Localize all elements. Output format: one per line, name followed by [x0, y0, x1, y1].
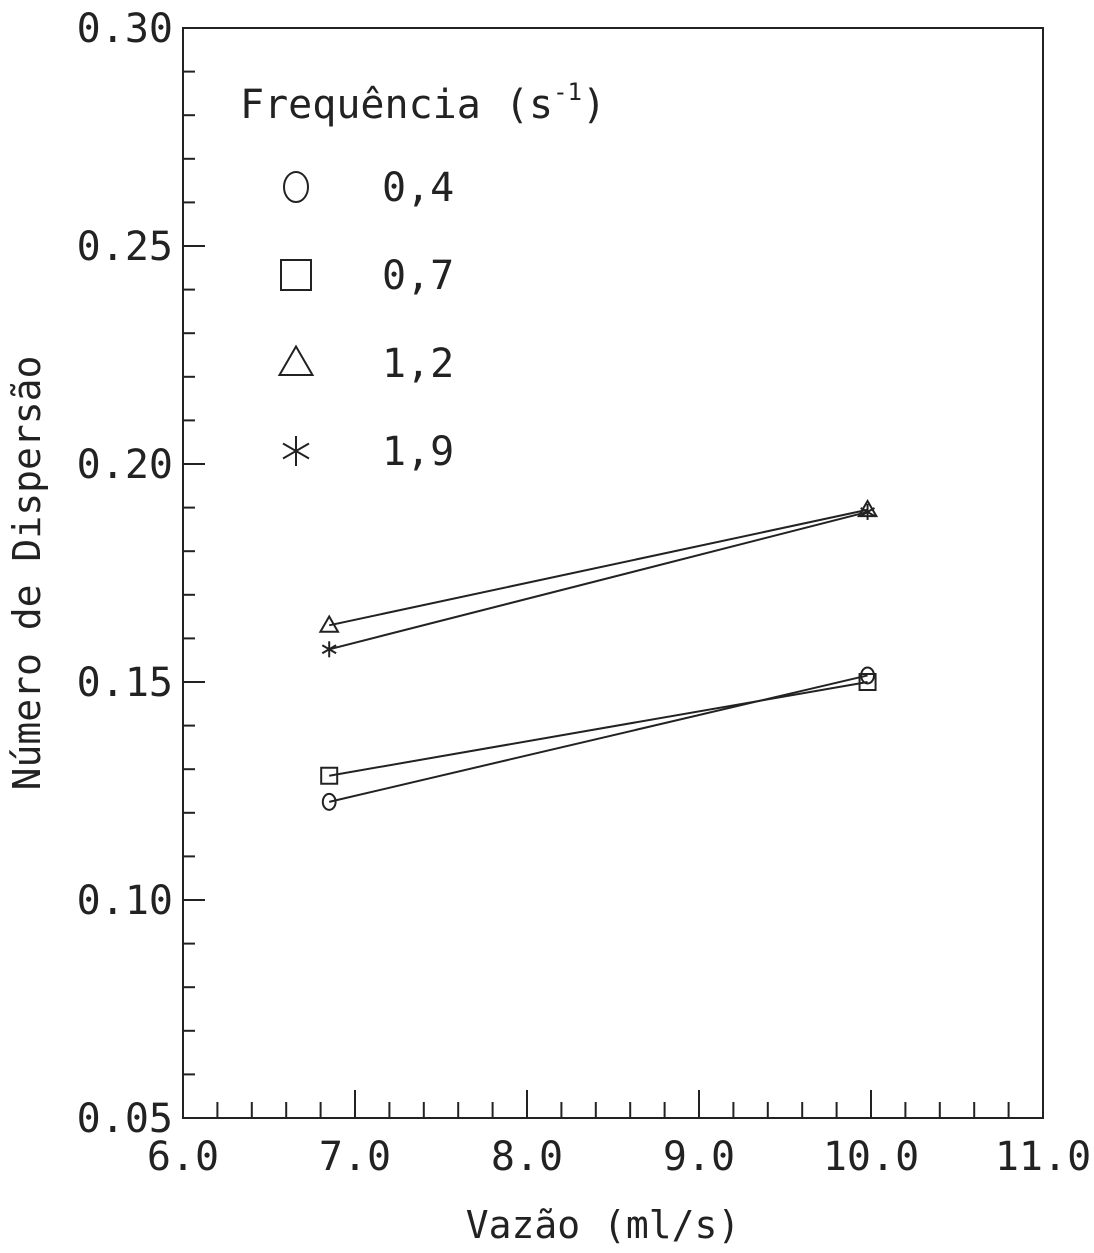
plot-frame: [182, 27, 1044, 1119]
series-circle: [321, 666, 875, 811]
point-marker: [282, 436, 310, 466]
point-marker: [860, 666, 875, 685]
x-tick-label: 11.0: [995, 1134, 1091, 1180]
x-axis-ticks: 6.0 7.0 8.0 9.0 10.0 11.0: [147, 1090, 1091, 1180]
legend-item: 0,4: [283, 165, 454, 211]
series-line: [328, 510, 868, 651]
point-marker: [320, 766, 339, 785]
legend-title-superscript: -1: [553, 78, 582, 106]
series-triangle: [318, 498, 879, 633]
series-line: [329, 681, 868, 777]
x-tick-label: 6.0: [147, 1134, 219, 1180]
legend-title: Frequência (s-1): [240, 78, 606, 128]
y-tick-label: 0.15: [77, 660, 173, 706]
y-tick-label: 0.20: [77, 442, 173, 488]
y-tick-label: 0.10: [77, 878, 173, 924]
y-tick-label: 0.05: [77, 1096, 173, 1142]
y-axis-label: Número de Dispersão: [5, 356, 49, 791]
legend-label: 1,9: [382, 429, 454, 475]
series-asterisk: [321, 503, 875, 658]
legend-title-main: Frequência (s: [240, 82, 553, 128]
legend-item: 0,7: [280, 253, 454, 299]
point-marker: [321, 792, 337, 811]
y-tick-label: 0.30: [77, 6, 173, 52]
point-marker: [277, 344, 315, 376]
legend-item: 1,9: [282, 429, 454, 475]
y-axis-ticks: 0.05 0.10 0.15 0.20 0.25 0.30: [77, 6, 205, 1142]
legend-item: 1,2: [277, 341, 454, 387]
x-tick-label: 8.0: [491, 1134, 563, 1180]
asterisk-stroke: [321, 644, 337, 655]
point-marker: [321, 641, 337, 658]
series-layer: [318, 498, 879, 811]
legend-title-close: ): [582, 82, 606, 128]
x-tick-label: 7.0: [319, 1134, 391, 1180]
series-line: [328, 508, 868, 627]
legend-label: 0,4: [382, 165, 454, 211]
point-marker: [283, 171, 309, 203]
legend: 0,4 0,7 1,2 1,9: [277, 165, 454, 475]
x-tick-label: 10.0: [823, 1134, 919, 1180]
y-tick-label: 0.25: [77, 224, 173, 270]
x-tick-label: 9.0: [663, 1134, 735, 1180]
asterisk-stroke: [282, 442, 310, 460]
series-line: [328, 674, 868, 803]
point-marker: [280, 259, 312, 291]
point-marker: [858, 673, 877, 691]
legend-label: 1,2: [382, 341, 454, 387]
series-square: [320, 673, 877, 785]
asterisk-stroke: [860, 507, 875, 517]
x-axis-label: Vazão (ml/s): [466, 1203, 741, 1247]
point-marker: [860, 503, 875, 520]
point-marker: [318, 614, 340, 633]
legend-label: 0,7: [382, 253, 454, 299]
